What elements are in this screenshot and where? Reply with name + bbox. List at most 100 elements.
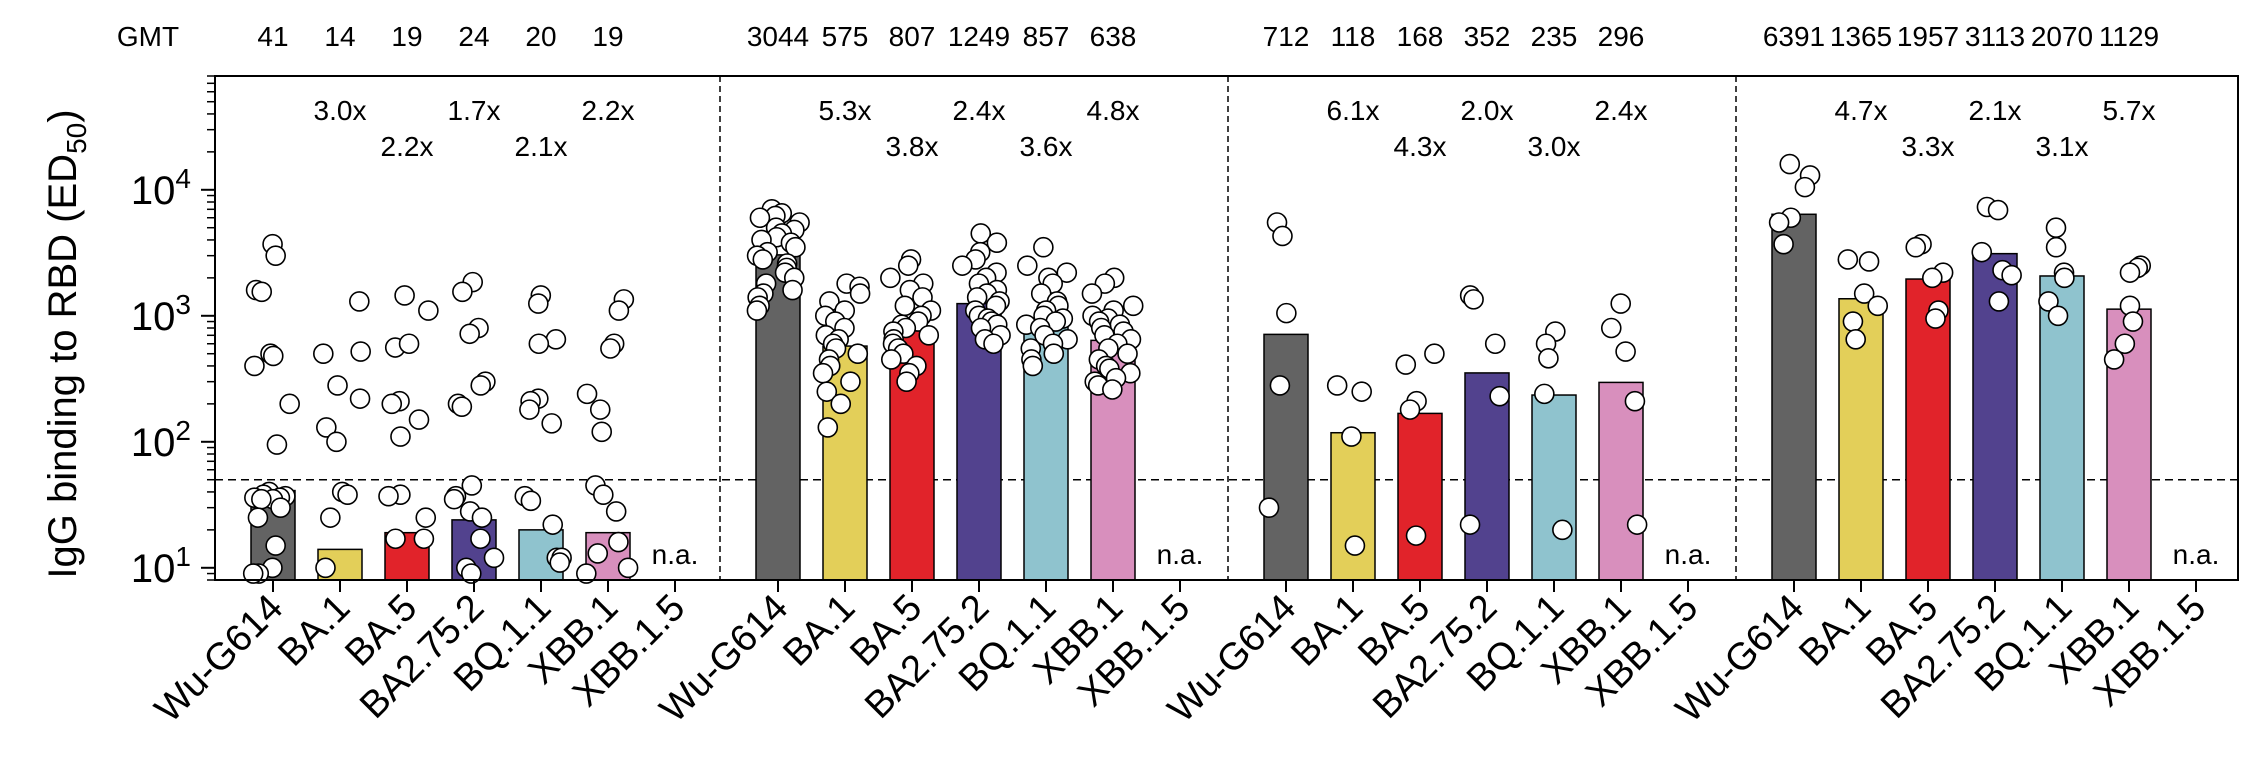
data-point xyxy=(608,531,629,553)
data-point xyxy=(986,232,1008,254)
data-point xyxy=(1842,311,1864,332)
data-point xyxy=(2114,333,2136,355)
bar xyxy=(1263,333,1309,581)
data-point xyxy=(244,355,265,377)
data-point xyxy=(451,396,473,417)
y-tick-label: 102 xyxy=(131,415,191,465)
data-point xyxy=(589,399,611,420)
fold-change-label: 2.2x xyxy=(582,95,635,126)
na-label: n.a. xyxy=(1665,539,1712,570)
na-label: n.a. xyxy=(2173,539,2220,570)
data-point xyxy=(1341,426,1362,447)
data-point xyxy=(1022,355,1044,377)
bar xyxy=(1330,431,1376,581)
y-tick-label: 101 xyxy=(131,541,191,591)
data-point xyxy=(542,514,564,535)
data-point xyxy=(591,421,613,443)
fold-change-label: 3.8x xyxy=(886,131,939,162)
data-point xyxy=(1081,283,1103,304)
gmt-value: 235 xyxy=(1531,21,1578,52)
data-point xyxy=(541,413,562,434)
y-axis-label: IgG binding to RBD (ED50) xyxy=(41,109,92,578)
data-point xyxy=(1258,497,1280,518)
data-point xyxy=(1117,343,1138,365)
data-point xyxy=(452,281,473,303)
data-point xyxy=(247,507,269,528)
gmt-header-label: GMT xyxy=(117,21,179,52)
gmt-value: 575 xyxy=(822,21,869,52)
data-point xyxy=(1463,289,1484,310)
data-point xyxy=(519,399,540,420)
data-point xyxy=(608,300,630,321)
fold-change-label: 3.6x xyxy=(1020,131,1073,162)
gmt-value: 1249 xyxy=(948,21,1010,52)
data-point xyxy=(1626,514,1648,535)
data-point xyxy=(350,341,371,362)
data-point xyxy=(1269,375,1291,396)
data-point xyxy=(576,383,598,405)
fold-change-label: 2.4x xyxy=(953,95,1006,126)
data-point xyxy=(460,563,482,584)
x-tick-label: BA.1 xyxy=(270,587,358,675)
data-point xyxy=(266,434,288,455)
data-point xyxy=(461,475,483,496)
data-point xyxy=(242,563,264,584)
x-tick-label: BA.1 xyxy=(775,587,863,675)
data-point xyxy=(951,255,973,276)
gmt-value: 19 xyxy=(391,21,422,52)
data-point xyxy=(1987,199,2009,221)
data-point xyxy=(1122,295,1144,317)
data-point xyxy=(385,528,406,550)
data-point xyxy=(2045,236,2067,258)
y-axis-label-sub: 50 xyxy=(61,123,92,154)
y-tick-exp: 1 xyxy=(175,541,191,572)
data-point xyxy=(316,417,337,438)
data-point xyxy=(1033,236,1054,258)
data-point xyxy=(1017,255,1038,276)
y-tick-base: 10 xyxy=(131,547,176,591)
gmt-value: 296 xyxy=(1598,21,1645,52)
data-point xyxy=(471,507,493,528)
axes-layer xyxy=(201,75,2239,592)
data-point xyxy=(1794,176,1816,198)
data-point xyxy=(1921,267,1943,289)
data-point xyxy=(1326,375,1348,396)
data-point xyxy=(1538,347,1559,369)
data-point xyxy=(313,343,334,365)
data-point xyxy=(1344,535,1366,556)
data-point xyxy=(897,255,919,276)
data-point xyxy=(1853,283,1875,304)
data-point xyxy=(1837,249,1859,270)
gmt-value: 712 xyxy=(1263,21,1310,52)
bar xyxy=(1771,213,1817,581)
data-point xyxy=(1610,293,1632,314)
data-point xyxy=(528,293,549,314)
data-point xyxy=(1867,295,1889,317)
gmt-value: 20 xyxy=(525,21,556,52)
data-point xyxy=(617,557,639,579)
gmt-value: 1129 xyxy=(2099,21,2159,52)
data-point xyxy=(746,300,768,321)
fold-change-label: 2.0x xyxy=(1461,95,1514,126)
data-point xyxy=(749,207,771,229)
data-point xyxy=(1484,333,1506,355)
data-point xyxy=(262,345,284,367)
y-tick-base: 10 xyxy=(131,421,176,465)
data-point xyxy=(1552,519,1573,541)
data-point xyxy=(251,281,273,303)
data-point xyxy=(2001,264,2022,286)
data-point xyxy=(1773,233,1794,255)
data-point xyxy=(315,557,336,579)
gmt-value: 3113 xyxy=(1965,21,2025,52)
data-point xyxy=(2122,311,2144,332)
data-point xyxy=(1405,525,1427,546)
y-tick-exp: 4 xyxy=(175,163,191,194)
fold-change-label: 3.0x xyxy=(1528,131,1581,162)
data-point xyxy=(849,283,871,304)
data-point xyxy=(413,528,435,550)
data-point xyxy=(394,285,415,306)
data-point xyxy=(1534,383,1555,405)
data-point xyxy=(415,507,437,528)
gmt-value: 14 xyxy=(324,21,355,52)
x-tick-label: Wu-G614 xyxy=(147,587,291,731)
